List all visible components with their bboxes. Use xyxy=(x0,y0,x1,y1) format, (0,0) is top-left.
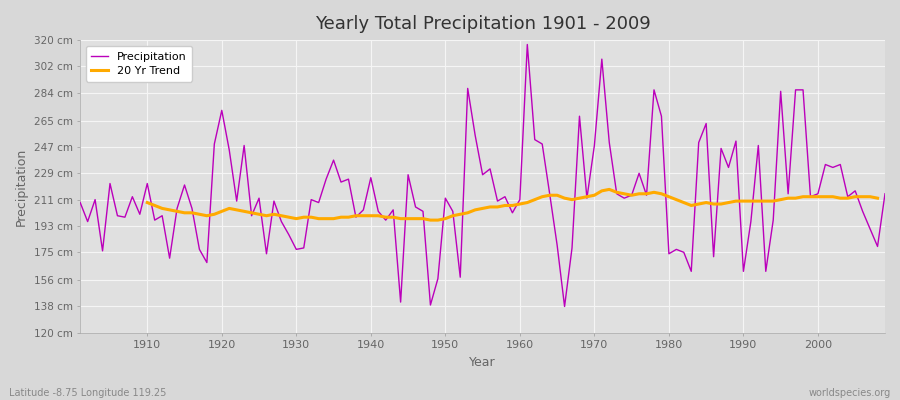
Precipitation xyxy=(75,200,86,205)
Precipitation xyxy=(522,42,533,47)
Line: 20 Yr Trend: 20 Yr Trend xyxy=(148,189,878,220)
20 Yr Trend xyxy=(872,196,883,200)
Precipitation xyxy=(134,212,145,217)
Precipitation xyxy=(507,210,517,215)
Legend: Precipitation, 20 Yr Trend: Precipitation, 20 Yr Trend xyxy=(86,46,193,82)
Precipitation xyxy=(343,177,354,182)
20 Yr Trend xyxy=(142,200,153,205)
20 Yr Trend xyxy=(536,194,547,199)
20 Yr Trend xyxy=(336,215,346,220)
20 Yr Trend xyxy=(515,202,526,206)
Y-axis label: Precipitation: Precipitation xyxy=(15,147,28,226)
Precipitation xyxy=(559,304,570,309)
Precipitation xyxy=(619,196,630,200)
Precipitation xyxy=(299,246,310,250)
20 Yr Trend xyxy=(365,213,376,218)
20 Yr Trend xyxy=(313,216,324,221)
X-axis label: Year: Year xyxy=(469,356,496,369)
Precipitation xyxy=(879,191,890,196)
Title: Yearly Total Precipitation 1901 - 2009: Yearly Total Precipitation 1901 - 2009 xyxy=(315,15,651,33)
Text: worldspecies.org: worldspecies.org xyxy=(809,388,891,398)
Precipitation xyxy=(515,197,526,202)
20 Yr Trend xyxy=(731,199,742,204)
Line: Precipitation: Precipitation xyxy=(80,44,885,306)
20 Yr Trend xyxy=(425,218,436,222)
20 Yr Trend xyxy=(604,187,615,192)
Text: Latitude -8.75 Longitude 119.25: Latitude -8.75 Longitude 119.25 xyxy=(9,388,166,398)
